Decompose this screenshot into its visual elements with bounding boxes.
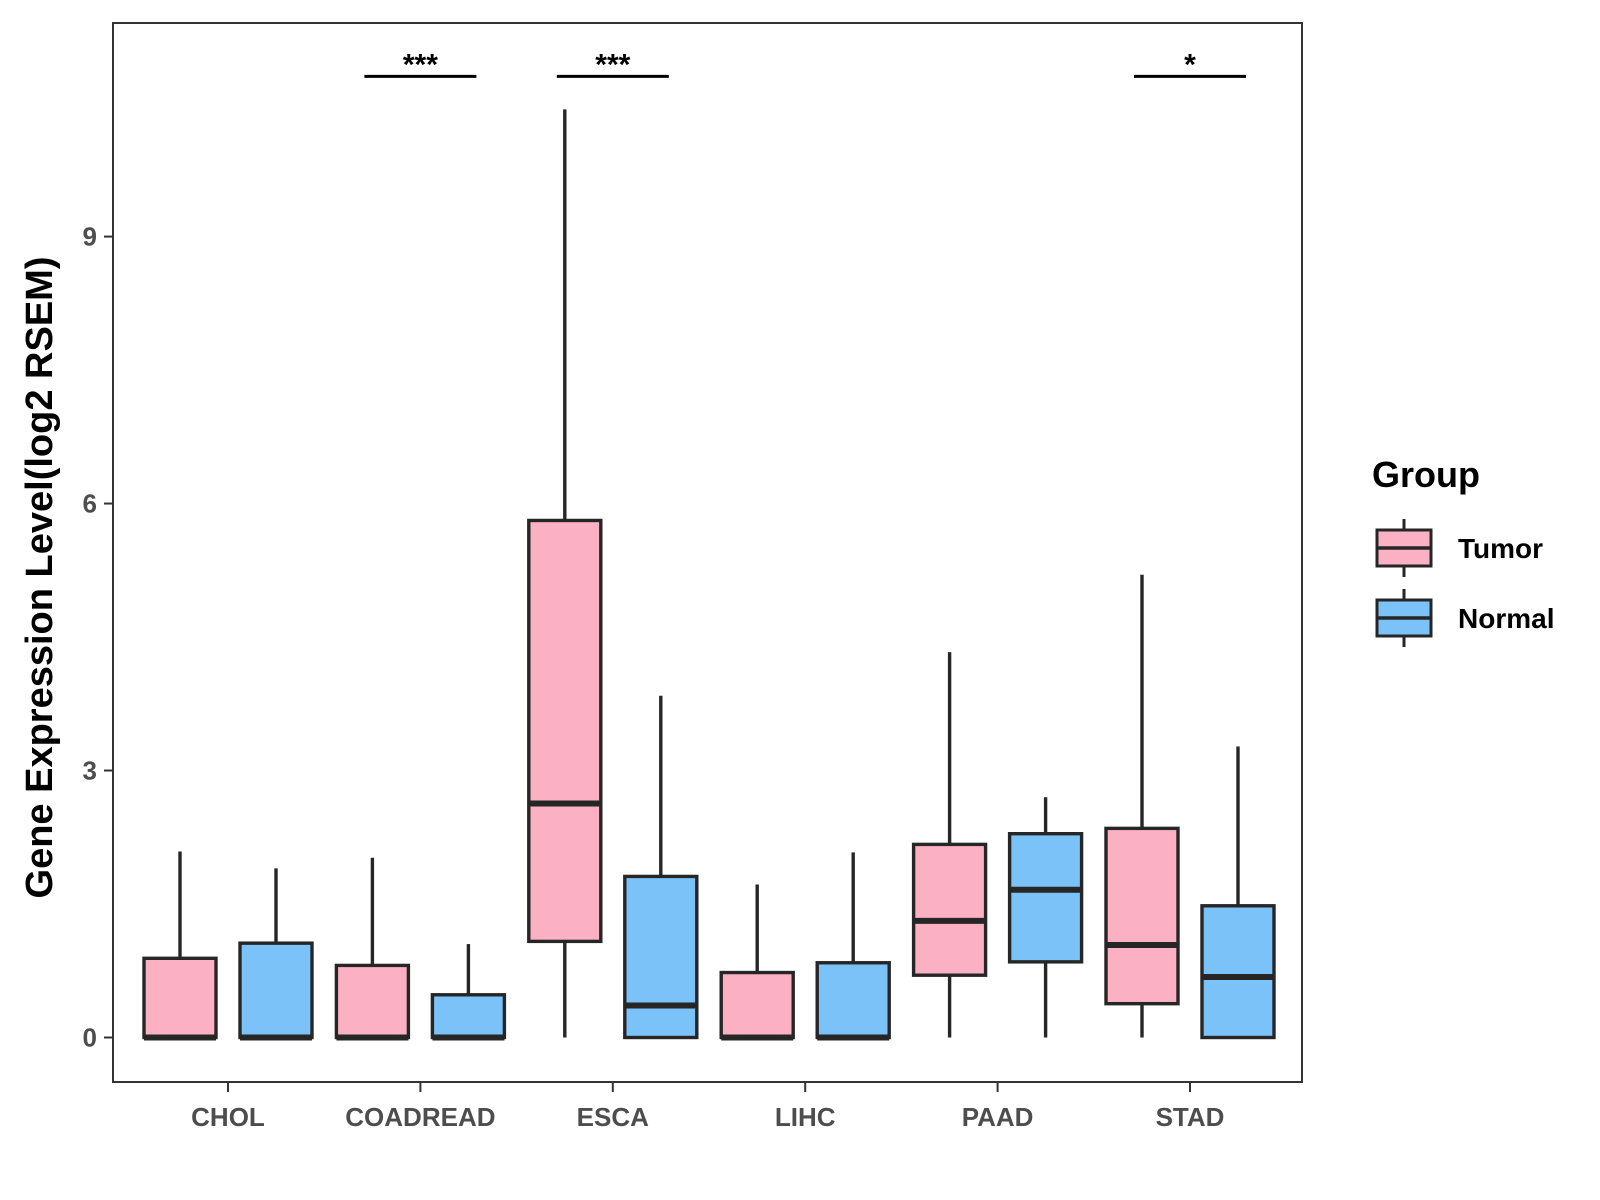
y-tick-label: 3	[83, 756, 97, 786]
y-tick-label: 0	[83, 1023, 97, 1053]
x-tick-label: PAAD	[962, 1102, 1034, 1132]
x-tick-label: COADREAD	[345, 1102, 495, 1132]
significance-label: *	[1184, 48, 1196, 81]
significance-label: ***	[595, 48, 630, 81]
box-body	[1200, 904, 1276, 1040]
box-normal-paad	[1007, 797, 1084, 1038]
box-body	[815, 961, 891, 1040]
box-body	[1104, 826, 1180, 1006]
box-body	[238, 941, 314, 1040]
significance-label: ***	[403, 48, 438, 81]
box-tumor-paad	[911, 652, 988, 1038]
box-tumor-esca	[527, 109, 603, 1038]
box-tumor-coadread	[334, 857, 411, 1041]
box-tumor-lihc	[719, 884, 795, 1041]
legend-item-normal: Normal	[1375, 589, 1554, 647]
box-normal-stad	[1200, 746, 1276, 1040]
x-tick-label: STAD	[1156, 1102, 1225, 1132]
box-body	[430, 993, 507, 1040]
box-body	[527, 518, 603, 944]
x-tick-label: CHOL	[191, 1102, 265, 1132]
legend-title: Group	[1372, 454, 1480, 495]
box-tumor-chol	[142, 851, 218, 1041]
box-body	[911, 842, 988, 977]
box-normal-lihc	[815, 852, 891, 1041]
box-normal-esca	[623, 695, 699, 1040]
legend-item-tumor: Tumor	[1375, 519, 1543, 577]
x-tick-label: ESCA	[577, 1102, 649, 1132]
legend-label: Tumor	[1458, 533, 1543, 564]
box-normal-chol	[238, 868, 314, 1041]
x-tick-label: LIHC	[775, 1102, 836, 1132]
y-axis-title: Gene Expression Level(log2 RSEM)	[19, 257, 61, 899]
box-tumor-stad	[1104, 574, 1180, 1038]
box-body	[1007, 832, 1084, 964]
box-body	[623, 874, 699, 1040]
y-tick-label: 9	[83, 222, 97, 252]
legend-label: Normal	[1458, 603, 1554, 634]
box-body	[719, 970, 795, 1040]
box-body	[334, 963, 411, 1040]
y-tick-label: 6	[83, 489, 97, 519]
box-normal-coadread	[430, 944, 507, 1041]
plot-panel	[112, 22, 1303, 1083]
box-body	[142, 956, 218, 1040]
